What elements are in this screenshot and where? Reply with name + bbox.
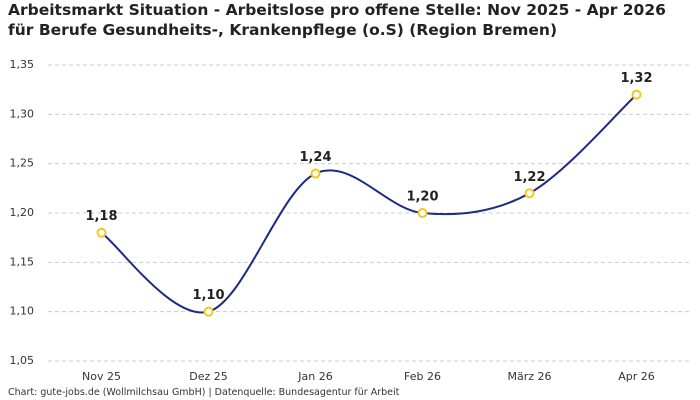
x-tick-label: Dez 25	[189, 370, 228, 383]
line	[100, 93, 638, 314]
x-tick-label: Nov 25	[82, 370, 121, 383]
data-label: 1,18	[85, 209, 117, 224]
x-tick-label: Jan 26	[297, 370, 332, 383]
data-label: 1,24	[299, 150, 331, 165]
marker	[417, 208, 428, 218]
data-label: 1,32	[620, 71, 652, 86]
y-tick-label: 1,25	[10, 157, 35, 170]
data-label: 1,20	[406, 190, 438, 205]
marker	[203, 306, 214, 317]
x-tick-label: Feb 26	[404, 370, 441, 383]
chart: 1,05 1,10 1,15 1,20 1,25 1,30 1,35 Nov 25 Dez 25…	[10, 58, 690, 383]
data-label: 1,22	[513, 170, 545, 185]
marker	[631, 89, 642, 100]
y-tick-label: 1,30	[10, 107, 35, 120]
y-tick-label: 1,15	[10, 255, 35, 268]
y-tick-label: 1,35	[10, 58, 35, 71]
y-tick-label: 1,20	[10, 206, 35, 219]
x-tick-label: Apr 26	[618, 370, 655, 383]
marker	[96, 227, 107, 238]
y-tick-label: 1,10	[10, 305, 35, 318]
y-tick-label: 1,05	[10, 354, 35, 367]
source-note: Chart: gute-jobs.de (Wollmilchsau GmbH) …	[8, 387, 400, 398]
marker	[310, 168, 321, 179]
chart-title: Arbeitsmarkt Situation - Arbeitslose pro…	[8, 1, 666, 39]
x-tick-label: März 26	[507, 370, 551, 383]
marker	[524, 188, 535, 199]
data-label: 1,10	[192, 288, 224, 303]
